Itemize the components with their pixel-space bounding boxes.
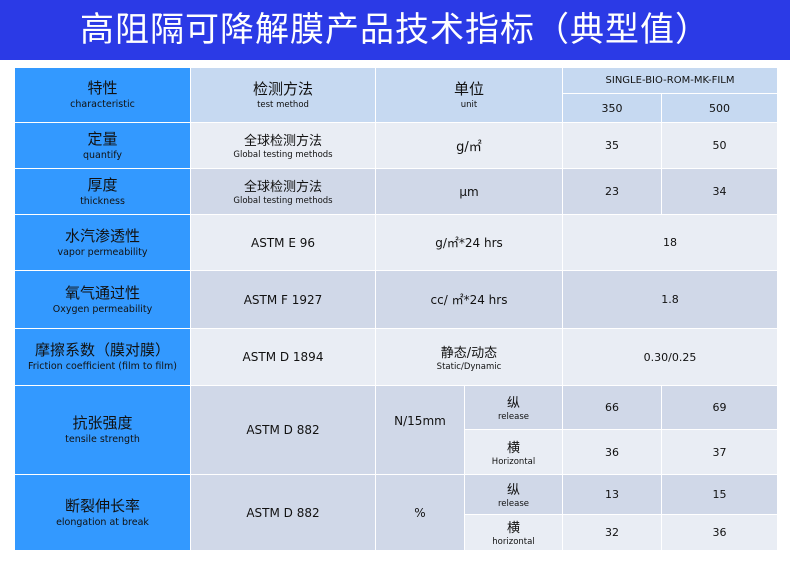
tensile-release-500: 69	[662, 386, 777, 429]
method-en: Global testing methods	[233, 196, 333, 206]
row-quantify-350: 35	[563, 123, 661, 168]
tensile-horizontal-350: 36	[563, 430, 661, 474]
page-title: 高阻隔可降解膜产品技术指标（典型值）	[0, 0, 790, 60]
dir-zh: 纵	[506, 483, 520, 498]
dir-en: release	[498, 499, 529, 509]
header-unit: 单位 unit	[376, 68, 562, 122]
row-vapor-method: ASTM E 96	[191, 215, 375, 270]
row-friction-label: 摩擦系数（膜对膜） Friction coefficient (film to f…	[15, 329, 190, 385]
header-grade-350: 350	[563, 94, 661, 122]
label-zh: 水汽渗透性	[64, 226, 140, 245]
header-char-en: characteristic	[70, 99, 135, 110]
header-grade-500: 500	[662, 94, 777, 122]
label-zh: 抗张强度	[72, 414, 133, 432]
label-zh: 定量	[87, 129, 118, 148]
label-zh: 厚度	[87, 175, 118, 194]
header-method-en: test method	[257, 99, 309, 110]
elongation-release-350: 13	[563, 475, 661, 514]
label-en: elongation at break	[56, 516, 149, 528]
row-thickness-unit: μm	[376, 169, 562, 214]
unit-en: Static/Dynamic	[436, 361, 502, 372]
method-zh: 全球检测方法	[243, 134, 322, 149]
row-elongation-label: 断裂伸长率 elongation at break	[15, 475, 190, 550]
row-thickness-500: 34	[662, 169, 777, 214]
row-vapor-unit: g/㎡*24 hrs	[376, 215, 562, 270]
header-char-zh: 特性	[87, 79, 118, 97]
dir-zh: 横	[506, 440, 520, 456]
method-en: Global testing methods	[233, 150, 333, 160]
label-zh: 断裂伸长率	[64, 496, 140, 515]
header-unit-zh: 单位	[453, 79, 484, 98]
row-tensile-label: 抗张强度 tensile strength	[15, 386, 190, 474]
elongation-release-500: 15	[662, 475, 777, 514]
row-tensile-unit: N/15mm	[376, 386, 464, 474]
label-en: Oxygen permeability	[52, 303, 153, 315]
label-en: Friction coefficient (film to film)	[27, 361, 178, 372]
row-elongation-unit: %	[376, 475, 464, 550]
header-method-zh: 检测方法	[252, 79, 313, 98]
elongation-horizontal-500: 36	[662, 515, 777, 550]
row-quantify-label: 定量 quantify	[15, 123, 190, 168]
elongation-direction-release: 纵 release	[465, 475, 562, 514]
row-friction-unit: 静态/动态 Static/Dynamic	[376, 329, 562, 385]
label-zh: 氧气通过性	[64, 283, 140, 302]
row-oxygen-method: ASTM F 1927	[191, 271, 375, 328]
row-quantify-500: 50	[662, 123, 777, 168]
row-oxygen-value: 1.8	[563, 271, 777, 328]
row-elongation-method: ASTM D 882	[191, 475, 375, 550]
header-characteristic: 特性 characteristic	[15, 68, 190, 122]
tensile-horizontal-500: 37	[662, 430, 777, 474]
dir-en: release	[498, 412, 529, 422]
header-product: SINGLE-BIO-ROM-MK-FILM	[563, 68, 777, 93]
header-test-method: 检测方法 test method	[191, 68, 375, 122]
dir-en: horizontal	[492, 537, 535, 547]
elongation-direction-horizontal: 横 horizontal	[465, 515, 562, 550]
header-unit-en: unit	[460, 99, 478, 110]
label-en: vapor permeability	[57, 246, 148, 258]
elongation-horizontal-350: 32	[563, 515, 661, 550]
row-quantify-unit: g/㎡	[376, 123, 562, 168]
label-en: tensile strength	[65, 434, 140, 445]
row-thickness-method: 全球检测方法 Global testing methods	[191, 169, 375, 214]
row-oxygen-label: 氧气通过性 Oxygen permeability	[15, 271, 190, 328]
tensile-direction-horizontal: 横 Horizontal	[465, 430, 562, 474]
dir-zh: 横	[506, 521, 520, 536]
dir-zh: 纵	[506, 396, 520, 411]
tensile-direction-release: 纵 release	[465, 386, 562, 429]
method-zh: 全球检测方法	[243, 180, 322, 195]
row-thickness-label: 厚度 thickness	[15, 169, 190, 214]
label-en: quantify	[82, 149, 123, 161]
row-oxygen-unit: cc/ ㎡*24 hrs	[376, 271, 562, 328]
unit-zh: 静态/动态	[440, 345, 498, 361]
label-en: thickness	[80, 195, 125, 207]
label-zh: 摩擦系数（膜对膜）	[34, 341, 170, 359]
row-quantify-method: 全球检测方法 Global testing methods	[191, 123, 375, 168]
row-friction-value: 0.30/0.25	[563, 329, 777, 385]
tensile-release-350: 66	[563, 386, 661, 429]
row-vapor-value: 18	[563, 215, 777, 270]
row-vapor-label: 水汽渗透性 vapor permeability	[15, 215, 190, 270]
row-friction-method: ASTM D 1894	[191, 329, 375, 385]
dir-en: Horizontal	[491, 456, 536, 467]
row-thickness-350: 23	[563, 169, 661, 214]
row-tensile-method: ASTM D 882	[191, 386, 375, 474]
